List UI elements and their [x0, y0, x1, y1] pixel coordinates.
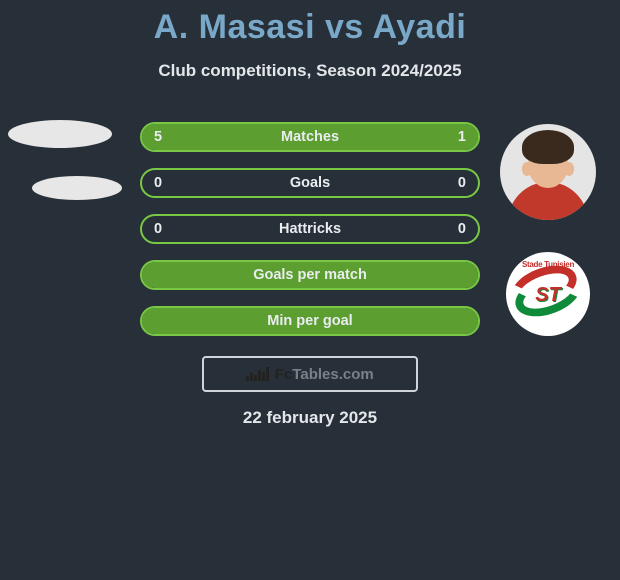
brand-text: FcTables.com: [275, 366, 374, 383]
stat-row: 00Hattricks: [140, 214, 480, 244]
bar-chart-icon: [246, 367, 269, 381]
page-title: A. Masasi vs Ayadi: [0, 0, 620, 47]
subtitle: Club competitions, Season 2024/2025: [0, 61, 620, 81]
stat-label: Min per goal: [142, 308, 478, 334]
stat-row: Min per goal: [140, 306, 480, 336]
player-photo-placeholder: [8, 120, 112, 148]
left-player-column: [8, 120, 128, 200]
club-initials: ST: [506, 284, 590, 307]
brand-prefix: Fc: [275, 366, 293, 383]
right-player-column: Stade Tunisien ST: [500, 124, 600, 336]
stat-label: Goals: [142, 170, 478, 196]
stat-row: 00Goals: [140, 168, 480, 198]
stat-label: Hattricks: [142, 216, 478, 242]
club-badge-placeholder: [32, 176, 122, 200]
stat-row: 51Matches: [140, 122, 480, 152]
stat-label: Matches: [142, 124, 478, 150]
stat-row: Goals per match: [140, 260, 480, 290]
brand-suffix: Tables: [292, 366, 338, 383]
club-badge: Stade Tunisien ST: [506, 252, 590, 336]
brand-tld: .com: [339, 366, 374, 383]
snapshot-date: 22 february 2025: [0, 408, 620, 428]
comparison-bars: 51Matches 00Goals 00Hattricks Goals per mat…: [140, 122, 480, 352]
stat-label: Goals per match: [142, 262, 478, 288]
player-photo: [500, 124, 596, 220]
brand-watermark: FcTables.com: [202, 356, 418, 392]
